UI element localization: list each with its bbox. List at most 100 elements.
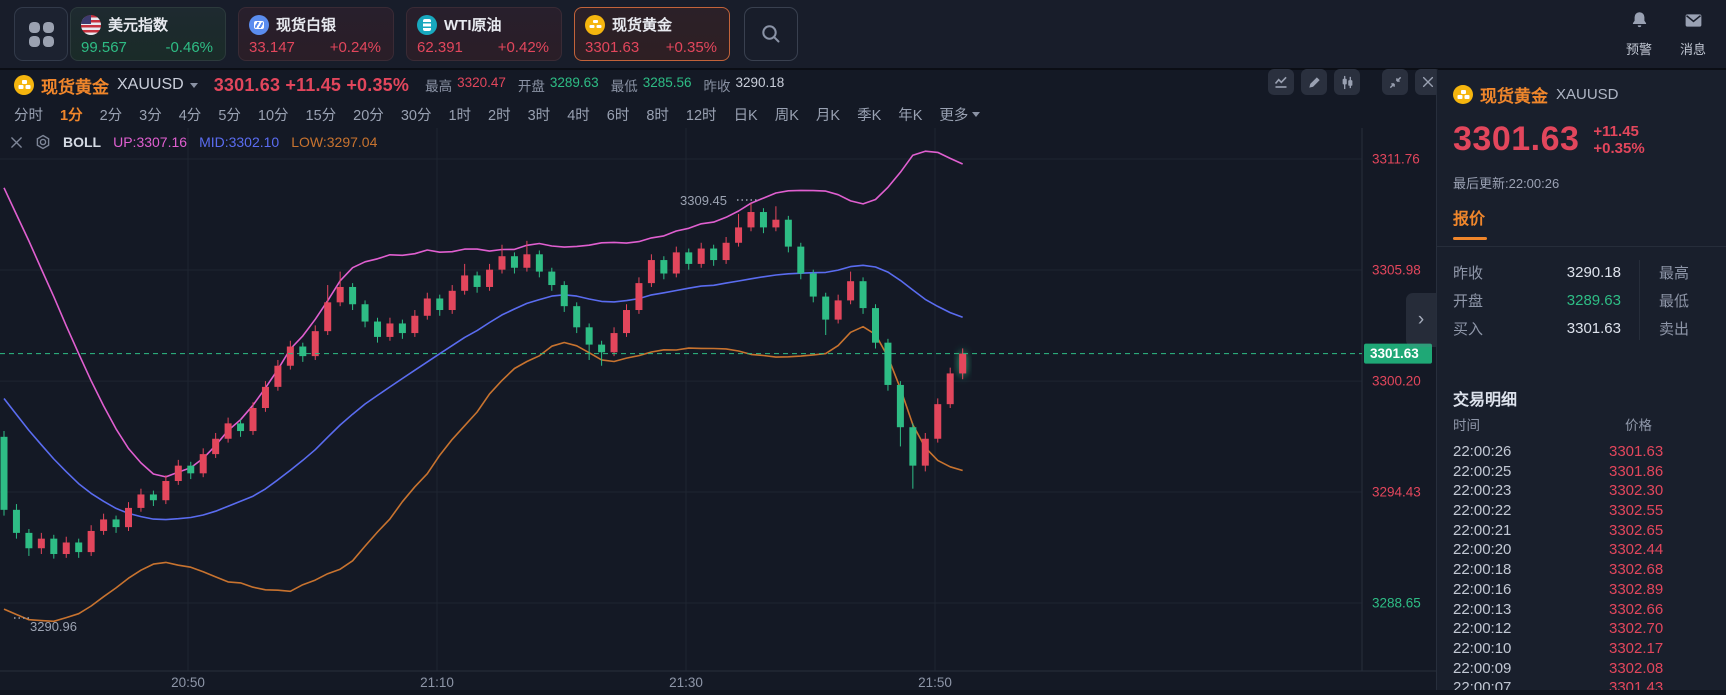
- candle-body: [336, 286, 344, 303]
- timeframe-2时[interactable]: 2时: [488, 107, 511, 124]
- timeframe-4分[interactable]: 4分: [178, 107, 202, 124]
- candle: [100, 513, 108, 535]
- timeframe-3时[interactable]: 3时: [527, 107, 551, 124]
- candle-body: [685, 252, 693, 264]
- current-price-badge: 3301.63: [1364, 343, 1432, 364]
- candle: [212, 432, 220, 458]
- candlestick-chart[interactable]: 3311.76 3305.98 3300.20 3294.43 3288.65 3301.…: [0, 128, 1436, 690]
- symbol-dropdown-caret-icon[interactable]: [189, 82, 198, 88]
- action-mail[interactable]: 消息: [1666, 10, 1720, 58]
- timeframe-1分[interactable]: 1分: [60, 107, 83, 124]
- timeframe-8时[interactable]: 8时: [646, 107, 669, 124]
- timeframe-1时[interactable]: 1时: [448, 107, 472, 124]
- panel-collapse-handle[interactable]: ›: [1406, 293, 1436, 347]
- price-annotation: 3309.45: [680, 193, 727, 208]
- timeframe-日K[interactable]: 日K: [733, 107, 758, 124]
- timeframe-季K[interactable]: 季K: [857, 107, 882, 124]
- timeframe-周K[interactable]: 周K: [774, 107, 799, 124]
- ticker-name: 现货黄金: [612, 17, 673, 34]
- collapse-arrows-icon: [1389, 76, 1401, 88]
- candle: [610, 327, 618, 357]
- candle-body: [535, 254, 543, 272]
- candle-body: [249, 408, 257, 432]
- trade-row: 22:00:20 3302.44: [1437, 540, 1726, 560]
- candle-body: [386, 323, 394, 337]
- timeframe-5分[interactable]: 5分: [218, 107, 241, 124]
- timeframe-3分[interactable]: 3分: [139, 107, 162, 124]
- timeframe-月K[interactable]: 月K: [815, 107, 841, 124]
- app-grid-button[interactable]: [14, 7, 68, 61]
- trade-price: 3302.08: [1609, 659, 1664, 677]
- divider: [1437, 246, 1726, 247]
- ticker-card-silver[interactable]: 现货白银 33.147 +0.24%: [238, 7, 394, 61]
- candle-body: [162, 481, 170, 501]
- chart-toolbar: [1268, 69, 1441, 95]
- ticker-card-gold[interactable]: 现货黄金 3301.63 +0.35%: [574, 7, 730, 61]
- trades-header-price: 价格: [1625, 418, 1652, 433]
- candle: [162, 475, 170, 505]
- action-headset[interactable]: 客服: [1720, 10, 1726, 58]
- draw-button[interactable]: [1301, 69, 1327, 95]
- current-price-label: 3301.63: [1370, 346, 1419, 361]
- ticker-card-us-flag[interactable]: 美元指数 99.567 -0.46%: [70, 7, 226, 61]
- ticker-values: 99.567 -0.46%: [81, 39, 213, 56]
- candle-body: [12, 509, 20, 533]
- timeframe-6时[interactable]: 6时: [606, 107, 630, 124]
- quote-grid: 昨收 3290.18 最高 开盘 3289.63 最低 买入 3301.63 卖出: [1437, 258, 1726, 342]
- ticker-card-oil[interactable]: WTI原油 62.391 +0.42%: [406, 7, 562, 61]
- header-stat: 最低 3285.56: [611, 75, 692, 95]
- candle-body: [261, 386, 269, 409]
- price-tick-label: 3305.98: [1372, 263, 1421, 278]
- timeframe-20分[interactable]: 20分: [353, 107, 384, 124]
- candle-body: [759, 212, 767, 228]
- timeframe-分时[interactable]: 分时: [14, 107, 43, 124]
- candle-body: [909, 427, 917, 466]
- candle: [921, 432, 929, 472]
- panel-change-pct: +0.35%: [1593, 140, 1645, 157]
- ticker-name: 现货白银: [276, 17, 337, 34]
- candle-body: [199, 454, 207, 474]
- candle-body: [486, 269, 494, 287]
- line-chart-icon: [1274, 76, 1287, 88]
- collapse-button[interactable]: [1382, 69, 1408, 95]
- timeframe-年K[interactable]: 年K: [898, 107, 923, 124]
- line-chart-button[interactable]: [1268, 69, 1294, 95]
- timeframe-12时[interactable]: 12时: [685, 107, 717, 124]
- candle: [112, 515, 120, 533]
- quote-label: 昨收: [1453, 264, 1484, 282]
- ticker-change: -0.46%: [165, 39, 213, 56]
- timeframe-4时[interactable]: 4时: [567, 107, 590, 124]
- indicator-remove-button[interactable]: [10, 136, 23, 149]
- candle: [573, 302, 581, 334]
- timeframe-2分[interactable]: 2分: [99, 107, 123, 124]
- quote-value: 3290.18: [1566, 263, 1621, 281]
- candle: [50, 534, 58, 559]
- timeframe-10分[interactable]: 10分: [257, 107, 289, 124]
- trade-time: 22:00:12: [1453, 620, 1512, 638]
- candle-body: [448, 290, 456, 311]
- indicator-settings-button[interactable]: [35, 134, 51, 150]
- candle: [523, 240, 531, 272]
- timeframe-30分[interactable]: 30分: [400, 107, 432, 124]
- timeframe-more[interactable]: 更多: [939, 104, 981, 125]
- candle: [286, 340, 294, 370]
- action-bell[interactable]: 预警: [1612, 10, 1666, 58]
- search-button[interactable]: [744, 7, 798, 61]
- trade-row: 22:00:09 3302.08: [1437, 659, 1726, 679]
- candle-body: [772, 219, 780, 228]
- trade-price: 3302.66: [1609, 600, 1664, 618]
- tab-quote[interactable]: 报价: [1453, 211, 1486, 228]
- candle-body: [112, 519, 120, 528]
- symbol-code: XAUUSD: [117, 76, 184, 93]
- timeframe-15分[interactable]: 15分: [305, 107, 337, 124]
- top-bar: 美元指数 99.567 -0.46% 现货白银 33.147 +0.24% WTI原油 62.…: [0, 0, 1726, 70]
- candle: [249, 402, 257, 435]
- candle-body: [187, 465, 195, 474]
- candle: [62, 536, 70, 558]
- ticker-change: +0.42%: [497, 39, 549, 56]
- price-tick-label: 3300.20: [1372, 374, 1421, 389]
- candle: [0, 431, 8, 516]
- candle: [137, 488, 145, 512]
- stat-value: 3285.56: [642, 75, 692, 90]
- candle-style-button[interactable]: [1334, 69, 1360, 95]
